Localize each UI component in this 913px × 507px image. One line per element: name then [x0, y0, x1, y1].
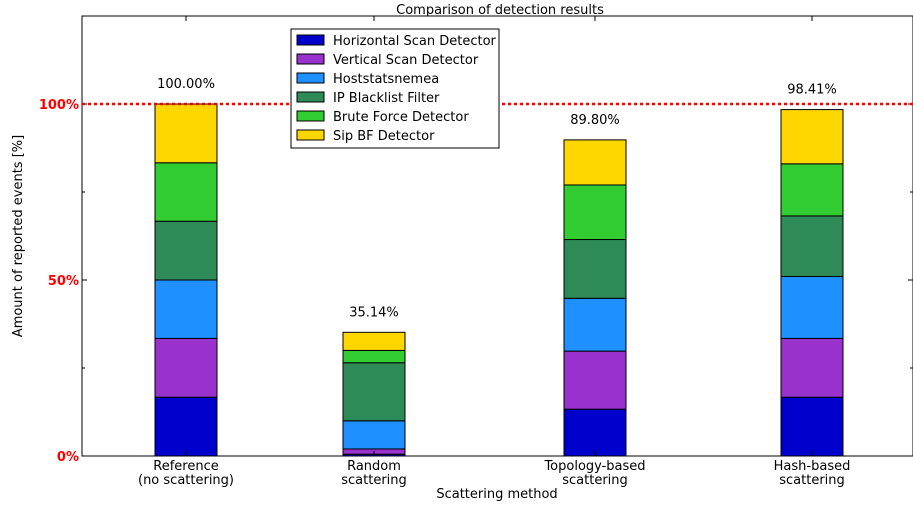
legend-swatch-4: [296, 110, 325, 122]
bar-segment-3-2: [780, 275, 844, 339]
bar-segment-1-3: [342, 362, 406, 422]
legend-label-3: IP Blacklist Filter: [333, 91, 440, 106]
bar-segment-2-2: [563, 297, 627, 352]
y-tick-label-2: 100%: [39, 98, 79, 113]
legend-swatch-0: [296, 34, 325, 46]
bar-total-label-0: 100.00%: [157, 77, 215, 92]
x-tick-label-3-1: scattering: [779, 473, 845, 488]
x-tick-label-2-1: scattering: [562, 473, 628, 488]
bar-segment-3-4: [780, 163, 844, 217]
bar-segment-2-5: [563, 139, 627, 186]
x-axis-label: Scattering method: [436, 487, 557, 502]
x-tick-label-3-0: Hash-based: [774, 459, 851, 474]
legend-label-1: Vertical Scan Detector: [333, 53, 479, 68]
bar-segment-3-1: [780, 337, 844, 398]
bar-segment-2-0: [563, 408, 627, 457]
legend-swatch-2: [296, 72, 325, 84]
x-tick-label-0-0: Reference: [153, 459, 218, 474]
legend-label-5: Sip BF Detector: [333, 129, 435, 144]
y-tick-label-0: 0%: [57, 450, 79, 465]
y-axis-ticks: 0% 50% 100%: [39, 15, 913, 465]
bar-segment-0-3: [154, 220, 218, 281]
chart-title: Comparison of detection results: [396, 3, 604, 18]
bar-segment-1-4: [342, 349, 406, 364]
bar-segment-1-2: [342, 420, 406, 450]
bar-segment-2-4: [563, 184, 627, 241]
bar-segment-2-3: [563, 239, 627, 299]
bar-segment-3-3: [780, 215, 844, 277]
legend-label-2: Hoststatsnemea: [333, 72, 439, 87]
bar-segment-0-2: [154, 279, 218, 339]
legend-label-4: Brute Force Detector: [333, 110, 469, 125]
bar-total-label-3: 98.41%: [787, 83, 837, 98]
y-tick-label-1: 50%: [48, 274, 79, 289]
legend-label-0: Horizontal Scan Detector: [333, 34, 497, 49]
x-tick-label-0-1: (no scattering): [138, 473, 234, 488]
bar-total-label-2: 89.80%: [570, 113, 620, 128]
x-tick-label-2-0: Topology-based: [543, 459, 645, 474]
bar-total-labels: 100.00% 35.14% 89.80% 98.41%: [157, 77, 837, 320]
bar-segment-0-4: [154, 162, 218, 222]
bar-segment-2-1: [563, 350, 627, 410]
bar-total-label-1: 35.14%: [349, 305, 399, 320]
bar-segment-3-0: [780, 396, 844, 457]
bar-segment-0-0: [154, 396, 218, 457]
x-axis-ticks: Reference(no scattering)Randomscattering…: [138, 16, 850, 488]
bar-segment-0-1: [154, 337, 218, 398]
plot-area: [81, 15, 913, 457]
legend-swatch-3: [296, 91, 325, 103]
bar-segment-0-5: [154, 103, 218, 164]
x-tick-label-1-0: Random: [347, 459, 401, 474]
legend: Horizontal Scan Detector Vertical Scan De…: [290, 28, 500, 149]
x-tick-label-1-1: scattering: [341, 473, 407, 488]
bar-segment-1-5: [342, 331, 406, 351]
legend-box: [290, 28, 500, 149]
y-axis-label: Amount of reported events [%]: [11, 135, 26, 337]
legend-swatch-1: [296, 53, 325, 65]
legend-swatch-5: [296, 129, 325, 141]
bar-segment-3-5: [780, 109, 844, 165]
